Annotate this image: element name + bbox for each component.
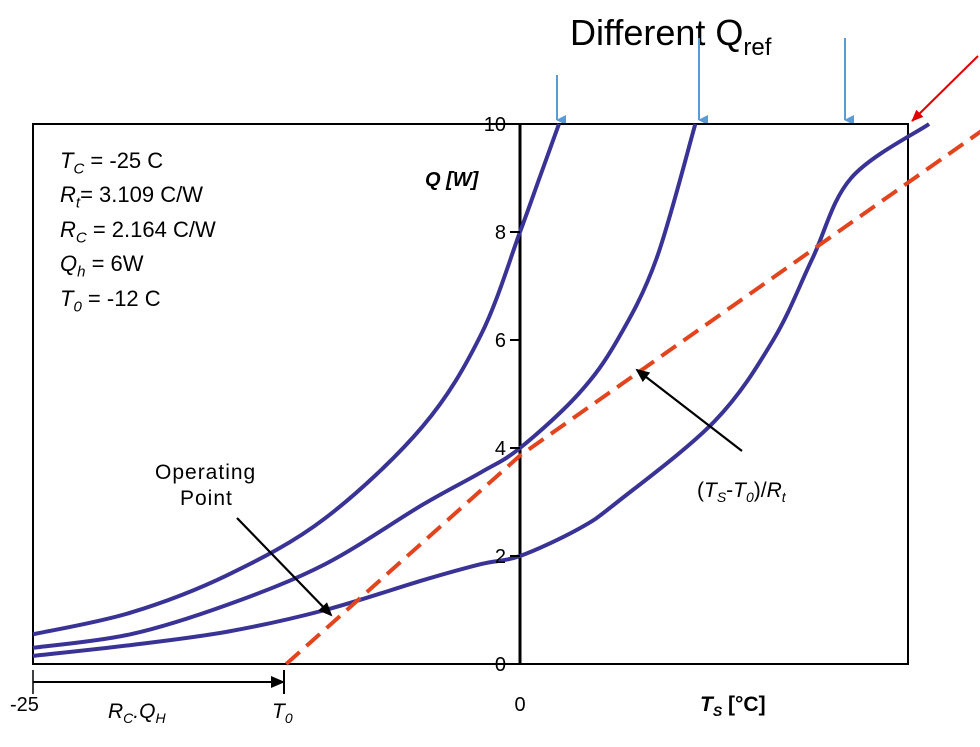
y-tick-layer: 0 2 4 6 8 10 — [484, 114, 520, 676]
parameter-subscript: C — [76, 229, 87, 246]
parameter-value: = -25 C — [84, 148, 163, 173]
parameter-symbol: R — [60, 182, 76, 207]
parameter-row: Qh = 6W — [60, 251, 216, 285]
parameter-row: RC = 2.164 C/W — [60, 217, 216, 251]
y-tick-label-0: 0 — [495, 654, 506, 676]
rcqh-label: RC.QH — [108, 700, 166, 726]
parameter-symbol: T — [60, 148, 73, 173]
parameter-value: = 6W — [85, 251, 143, 276]
parameter-subscript: C — [73, 160, 84, 177]
parameter-symbol: T — [60, 286, 73, 311]
y-tick-label-2: 2 — [495, 546, 506, 568]
y-tick-label-4: 4 — [495, 438, 506, 460]
x-tick-label-min: -25 — [10, 694, 39, 716]
series-load-line — [286, 124, 980, 664]
y-axis-label: Q [W] — [425, 169, 480, 191]
y-tick-label-8: 8 — [495, 222, 506, 244]
x-axis-label: TS [°C] — [700, 693, 766, 719]
parameter-value: = 2.164 C/W — [87, 217, 216, 242]
line-label: (TS-T0)/Rt — [697, 479, 787, 505]
operating-point-label-1: Operating — [155, 461, 256, 484]
y-tick-label-10: 10 — [484, 114, 506, 136]
red-arrow — [912, 56, 978, 121]
parameter-row: TC = -25 C — [60, 148, 216, 182]
parameter-symbol: Q — [60, 251, 77, 276]
parameter-value: = -12 C — [82, 286, 161, 311]
operating-point-label-2: Point — [180, 487, 233, 510]
chart-title: Different Qref — [570, 12, 772, 61]
parameter-row: T0 = -12 C — [60, 286, 216, 320]
parameter-subscript: 0 — [73, 298, 81, 315]
parameter-row: Rt= 3.109 C/W — [60, 182, 216, 216]
t0-label: T0 — [272, 700, 293, 726]
parameter-value: = 3.109 C/W — [80, 182, 203, 207]
parameter-symbol: R — [60, 217, 76, 242]
x-tick-label-0: 0 — [514, 694, 525, 716]
parameter-block: TC = -25 C Rt= 3.109 C/W RC = 2.164 C/W Qh … — [60, 148, 216, 320]
y-tick-label-6: 6 — [495, 330, 506, 352]
